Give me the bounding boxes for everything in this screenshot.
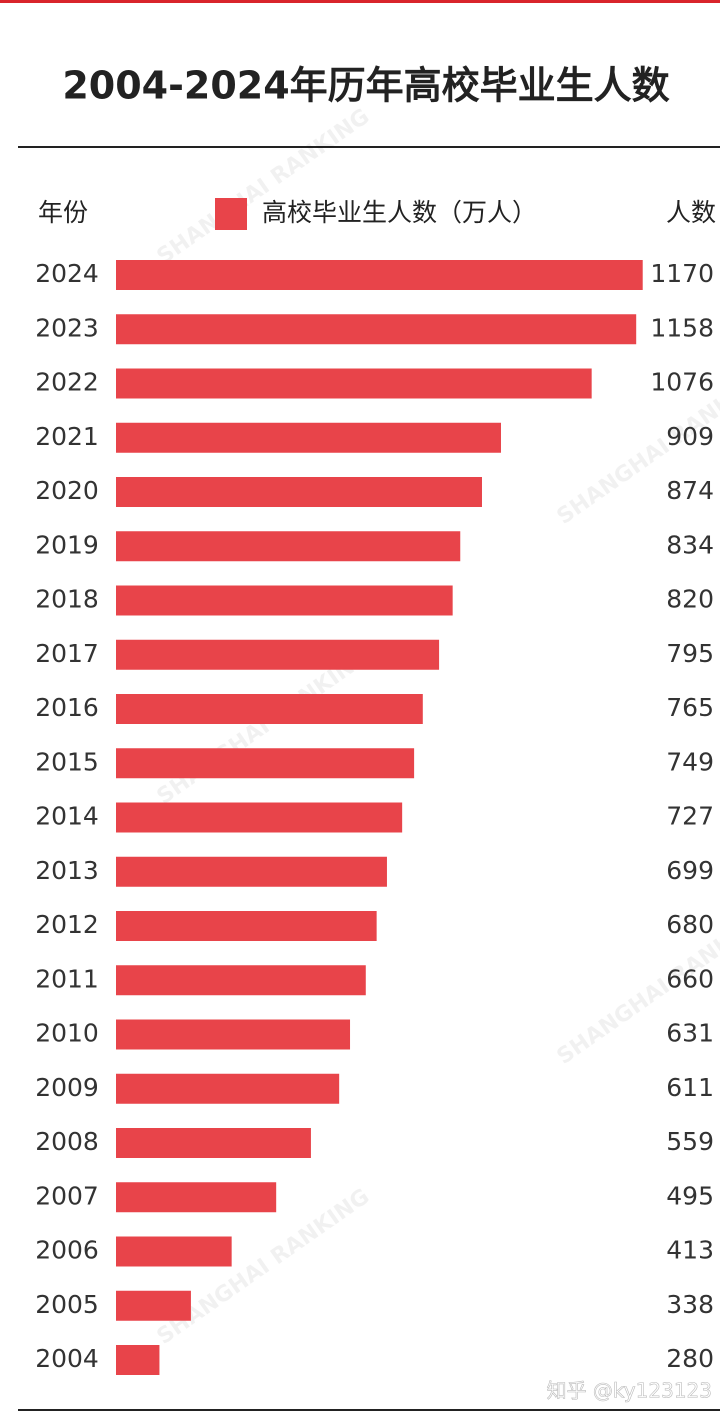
value-label: 874 <box>666 476 714 505</box>
bar <box>116 260 643 290</box>
value-label: 1076 <box>650 368 714 397</box>
bar <box>116 1182 277 1213</box>
bar <box>116 531 461 562</box>
value-label: 338 <box>666 1290 714 1319</box>
y-tick-label: 2005 <box>35 1290 99 1319</box>
y-tick-label: 2021 <box>35 422 99 451</box>
value-label: 611 <box>666 1073 714 1102</box>
y-tick-label: 2011 <box>35 964 99 993</box>
y-tick-label: 2007 <box>35 1181 99 1210</box>
legend-swatch <box>215 198 247 230</box>
y-tick-label: 2013 <box>35 856 99 885</box>
bar <box>116 748 415 779</box>
top-border <box>0 0 720 3</box>
value-label: 749 <box>666 747 714 776</box>
value-label: 820 <box>666 585 714 614</box>
bar <box>116 1345 160 1375</box>
y-tick-label: 2006 <box>35 1236 99 1265</box>
y-tick-label: 2020 <box>35 476 99 505</box>
bar <box>116 1290 191 1321</box>
value-header: 人数 <box>666 198 716 227</box>
legend-label: 高校毕业生人数（万人） <box>262 198 537 227</box>
value-label: 834 <box>666 530 714 559</box>
chart-title: 2004-2024年历年高校毕业生人数 <box>62 64 669 108</box>
watermark: SHANGHAI RANKING <box>153 104 375 270</box>
value-label: 1158 <box>650 313 714 342</box>
y-tick-label: 2022 <box>35 368 99 397</box>
value-label: 559 <box>666 1127 714 1156</box>
bar <box>116 965 366 996</box>
y-tick-label: 2019 <box>35 530 99 559</box>
value-label: 495 <box>666 1181 714 1210</box>
value-label: 727 <box>666 802 714 831</box>
y-tick-label: 2012 <box>35 910 99 939</box>
value-label: 280 <box>666 1344 714 1373</box>
bar <box>116 1073 340 1104</box>
value-label: 680 <box>666 910 714 939</box>
y-tick-label: 2016 <box>35 693 99 722</box>
y-tick-label: 2009 <box>35 1073 99 1102</box>
y-tick-label: 2004 <box>35 1344 99 1373</box>
y-tick-label: 2008 <box>35 1127 99 1156</box>
bar <box>116 802 403 833</box>
value-label: 765 <box>666 693 714 722</box>
bar <box>116 585 453 616</box>
bar <box>116 422 501 453</box>
bar <box>116 639 440 670</box>
bar <box>116 1019 351 1050</box>
y-tick-label: 2023 <box>35 313 99 342</box>
y-tick-label: 2024 <box>35 259 99 288</box>
y-tick-label: 2015 <box>35 747 99 776</box>
y-tick-label: 2010 <box>35 1019 99 1048</box>
category-header: 年份 <box>38 198 88 227</box>
bar <box>116 856 387 887</box>
y-tick-label: 2018 <box>35 585 99 614</box>
bar <box>116 1236 232 1267</box>
watermark: 知乎 @ky123123 <box>547 1379 712 1403</box>
value-label: 413 <box>666 1236 714 1265</box>
value-label: 631 <box>666 1019 714 1048</box>
y-tick-label: 2017 <box>35 639 99 668</box>
value-label: 795 <box>666 639 714 668</box>
value-label: 909 <box>666 422 714 451</box>
bar <box>116 477 482 507</box>
bar <box>116 911 377 941</box>
y-tick-label: 2014 <box>35 802 99 831</box>
value-label: 660 <box>666 964 714 993</box>
bar <box>116 1128 311 1158</box>
bar <box>116 694 423 724</box>
bar <box>116 368 592 399</box>
bar <box>116 314 637 345</box>
value-label: 1170 <box>650 259 714 288</box>
value-label: 699 <box>666 856 714 885</box>
